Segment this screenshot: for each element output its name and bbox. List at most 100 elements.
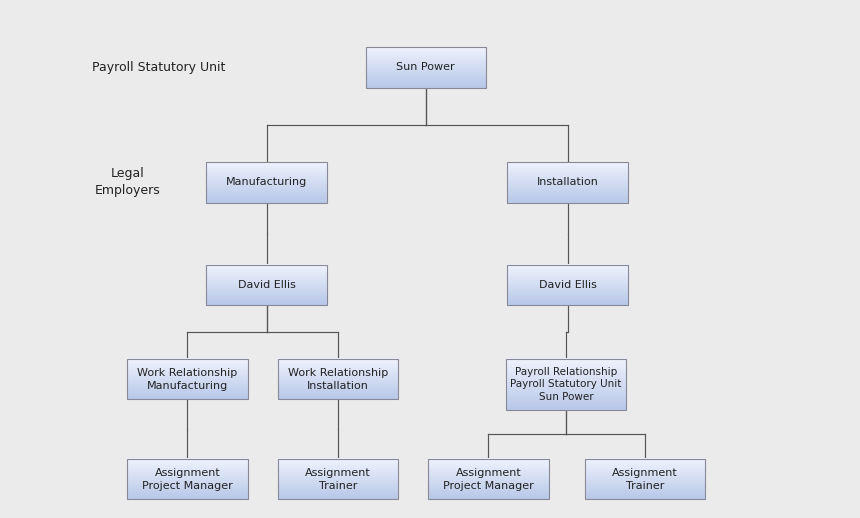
Bar xyxy=(127,398,248,399)
Bar xyxy=(507,167,628,168)
Bar xyxy=(585,496,705,497)
Text: Assignment
Trainer: Assignment Trainer xyxy=(305,468,371,491)
Bar xyxy=(278,378,398,379)
Bar xyxy=(585,461,705,462)
Bar xyxy=(507,270,628,272)
Bar xyxy=(506,393,626,395)
Bar xyxy=(278,496,398,497)
Bar xyxy=(366,84,486,85)
Bar xyxy=(206,190,327,192)
Bar xyxy=(428,472,549,474)
Bar xyxy=(127,370,248,372)
Bar xyxy=(127,485,248,486)
Bar xyxy=(206,164,327,165)
Bar xyxy=(127,471,248,473)
Bar xyxy=(585,469,705,471)
Bar xyxy=(278,491,398,492)
Bar xyxy=(127,394,248,395)
Bar xyxy=(507,172,628,174)
Bar xyxy=(127,488,248,489)
Bar xyxy=(507,199,628,200)
Bar xyxy=(585,466,705,467)
Bar xyxy=(206,194,327,195)
Bar xyxy=(507,277,628,279)
Text: Sun Power: Sun Power xyxy=(396,62,455,73)
Bar xyxy=(585,483,705,484)
Bar xyxy=(507,184,628,185)
Bar xyxy=(127,368,248,369)
Bar xyxy=(278,380,398,381)
Bar xyxy=(428,476,549,477)
Bar xyxy=(206,201,327,203)
Bar xyxy=(366,54,486,55)
Bar xyxy=(506,369,626,370)
Bar xyxy=(506,387,626,390)
Bar xyxy=(506,397,626,398)
Bar xyxy=(506,398,626,399)
Bar xyxy=(507,294,628,296)
Bar xyxy=(585,489,705,490)
Bar xyxy=(507,185,628,186)
Bar xyxy=(127,365,248,366)
Bar xyxy=(428,462,549,463)
Bar xyxy=(366,73,486,75)
Bar xyxy=(507,172,628,173)
Bar xyxy=(127,458,248,460)
Bar xyxy=(366,83,486,84)
Bar xyxy=(507,281,628,283)
Bar xyxy=(428,491,549,492)
Bar xyxy=(428,494,549,495)
Bar xyxy=(366,81,486,82)
Bar xyxy=(206,303,327,304)
Bar xyxy=(278,369,398,371)
Bar xyxy=(506,379,626,381)
Bar xyxy=(366,70,486,71)
Bar xyxy=(127,379,248,380)
Bar xyxy=(585,470,705,472)
Bar xyxy=(127,366,248,367)
Bar xyxy=(507,192,628,193)
Bar xyxy=(278,364,398,365)
Bar xyxy=(585,477,705,478)
Bar xyxy=(507,296,628,298)
Bar xyxy=(428,480,549,481)
Bar xyxy=(506,359,626,362)
Bar xyxy=(127,359,248,361)
Bar xyxy=(278,494,398,495)
Bar xyxy=(127,371,248,373)
Bar xyxy=(428,466,549,467)
Bar xyxy=(507,268,628,270)
Bar xyxy=(206,184,327,185)
Bar xyxy=(206,281,327,283)
Bar xyxy=(506,407,626,409)
Bar xyxy=(507,163,628,164)
Bar xyxy=(585,484,705,485)
Bar xyxy=(506,392,626,393)
Bar xyxy=(206,289,327,290)
Bar xyxy=(206,285,327,287)
Bar xyxy=(585,479,705,480)
Bar xyxy=(507,264,628,266)
Bar xyxy=(206,200,327,202)
Bar xyxy=(127,359,248,399)
Bar xyxy=(506,383,626,384)
Bar xyxy=(127,473,248,475)
Bar xyxy=(206,175,327,176)
Bar xyxy=(507,275,628,276)
Bar xyxy=(507,181,628,182)
Bar xyxy=(127,384,248,385)
Bar xyxy=(127,376,248,377)
Bar xyxy=(127,463,248,464)
Bar xyxy=(585,464,705,465)
Bar xyxy=(507,174,628,175)
Bar xyxy=(366,63,486,64)
Bar xyxy=(278,368,398,369)
Bar xyxy=(507,165,628,166)
Bar xyxy=(278,474,398,476)
Bar xyxy=(507,196,628,197)
Bar xyxy=(206,165,327,166)
Bar xyxy=(366,75,486,77)
Bar xyxy=(278,379,398,380)
Bar xyxy=(428,492,549,493)
Bar xyxy=(206,300,327,302)
